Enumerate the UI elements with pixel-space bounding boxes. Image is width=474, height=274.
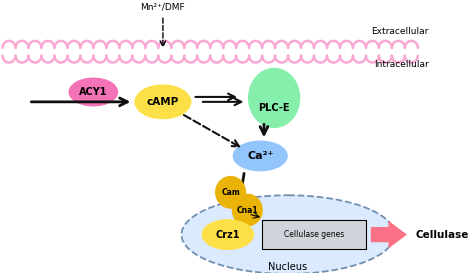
Text: Mn²⁺/DMF: Mn²⁺/DMF: [141, 2, 185, 12]
Text: ACY1: ACY1: [79, 87, 108, 97]
Text: cAMP: cAMP: [147, 97, 179, 107]
Text: Cna1: Cna1: [237, 206, 258, 215]
Text: Intracellular: Intracellular: [374, 60, 429, 69]
Ellipse shape: [202, 220, 253, 249]
FancyArrowPatch shape: [372, 222, 406, 247]
Ellipse shape: [69, 78, 118, 106]
Text: Nucleus: Nucleus: [268, 262, 308, 272]
Circle shape: [216, 176, 246, 208]
Text: Crz1: Crz1: [216, 230, 240, 239]
Text: PLC-E: PLC-E: [258, 103, 290, 113]
Text: Cam: Cam: [221, 188, 240, 197]
Ellipse shape: [233, 141, 287, 171]
Text: Cellulase genes: Cellulase genes: [284, 230, 344, 239]
Text: Extracellular: Extracellular: [372, 27, 429, 36]
Text: Cellulase: Cellulase: [416, 230, 469, 239]
Ellipse shape: [182, 195, 395, 274]
Ellipse shape: [135, 85, 191, 119]
FancyBboxPatch shape: [262, 220, 366, 249]
Text: Ca²⁺: Ca²⁺: [247, 151, 273, 161]
Circle shape: [232, 194, 262, 226]
Ellipse shape: [249, 68, 300, 127]
